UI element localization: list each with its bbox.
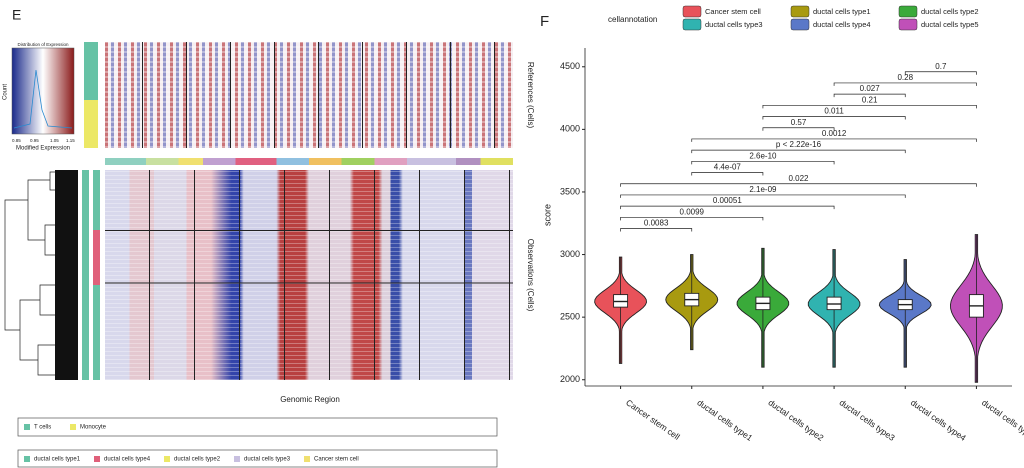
y-tick-label: 2500 (560, 312, 580, 322)
legend-box (17, 417, 498, 437)
color-key (11, 47, 75, 135)
legend-label: ductal cells type2 (921, 7, 979, 16)
p-value: 0.022 (788, 174, 809, 183)
significance-bracket (762, 127, 835, 131)
significance-bracket (691, 172, 764, 176)
p-value: 0.57 (791, 118, 807, 127)
ref-bar (84, 42, 98, 100)
legend-label: Cancer stem cell (705, 7, 761, 16)
p-value: 2.1e-09 (749, 185, 777, 194)
panel-label: E (12, 7, 21, 23)
significance-bracket (762, 104, 977, 109)
obs-bar (93, 285, 100, 380)
key-title: Distribution of Expression (17, 42, 69, 47)
key-tick: 1.05 (50, 138, 59, 143)
x-tick-label: ductal cells type5 (980, 397, 1024, 443)
significance-bracket (620, 228, 693, 232)
significance-bracket (691, 160, 835, 165)
legend-label: ductal cells type3 (705, 20, 763, 29)
legend-swatch (898, 18, 918, 31)
annotation-bar (105, 158, 513, 165)
key-histogram (13, 69, 73, 129)
x-tick-label: ductal cells type1 (695, 397, 754, 443)
significance-bracket (691, 138, 977, 142)
observations-label: Observations (Cells) (526, 239, 535, 312)
x-tick-label: ductal cells type2 (766, 397, 825, 443)
legend-label: T cells (34, 425, 51, 431)
key-ylabel: Count (3, 84, 9, 100)
dendrogram (4, 170, 78, 380)
p-value: 0.00051 (713, 196, 742, 205)
obs-bar (93, 230, 100, 285)
significance-bracket (904, 71, 977, 75)
legend-swatch (164, 456, 170, 462)
panel-label: F (540, 13, 549, 30)
y-tick-label: 4000 (560, 124, 580, 134)
legend-swatch (682, 5, 702, 18)
legend-swatch (24, 456, 30, 462)
obs-bar (93, 170, 100, 230)
p-value: 4.4e-07 (714, 163, 742, 172)
significance-bracket (620, 183, 977, 187)
legend-swatch (304, 456, 310, 462)
y-tick-label: 4500 (560, 61, 580, 71)
y-tick-label: 3500 (560, 186, 580, 196)
y-tick-label: 3000 (560, 249, 580, 259)
p-value: 0.0012 (822, 129, 847, 138)
legend-swatch (94, 456, 100, 462)
key-xlabel: Modified Expression (16, 146, 70, 152)
legend-label: ductal cells type3 (244, 457, 291, 463)
p-value: 0.7 (935, 62, 947, 71)
reference-heatmap (105, 42, 513, 148)
x-tick-label: ductal cells type3 (838, 397, 897, 443)
significance-bracket (762, 116, 906, 120)
legend-label: ductal cells type1 (813, 7, 871, 16)
legend-label: ductal cells type2 (174, 457, 221, 463)
p-value: 0.21 (862, 95, 878, 104)
p-value: 2.6e-10 (749, 151, 777, 160)
legend-label: ductal cells type5 (921, 20, 979, 29)
significance-bracket (620, 194, 906, 198)
references-label: References (Cells) (526, 62, 535, 129)
observation-heatmap (105, 170, 513, 380)
key-tick: 0.95 (30, 138, 39, 143)
p-value: 0.0083 (644, 219, 669, 228)
x-tick-label: ductal cells type4 (909, 397, 968, 443)
p-value: 0.027 (860, 84, 881, 93)
legend-label: ductal cells type1 (34, 457, 81, 463)
p-value: 0.011 (824, 107, 844, 116)
legend-label: ductal cells type4 (813, 20, 871, 29)
y-tick-label: 2000 (560, 374, 580, 384)
legend-swatch (234, 456, 240, 462)
obs-bar (82, 170, 89, 380)
p-value: p < 2.22e-16 (776, 140, 822, 149)
legend-label: Monocyte (80, 425, 107, 431)
legend-swatch (70, 424, 76, 430)
p-value: 0.0099 (680, 207, 705, 216)
significance-bracket (620, 216, 764, 221)
legend-label: ductal cells type4 (104, 457, 151, 463)
legend-swatch (682, 18, 702, 31)
significance-bracket (833, 93, 906, 98)
legend-label: Cancer stem cell (314, 457, 359, 463)
key-tick: 0.85 (12, 138, 21, 143)
legend-swatch (790, 18, 810, 31)
x-label: Genomic Region (280, 395, 340, 404)
p-value: 0.28 (897, 73, 913, 82)
legend-swatch (898, 5, 918, 18)
significance-bracket (620, 205, 835, 210)
legend-title: cellannotation (608, 15, 657, 24)
legend-box (17, 449, 498, 468)
legend-swatch (24, 424, 30, 430)
significance-bracket (691, 149, 906, 154)
ref-bar (84, 100, 98, 148)
x-tick-label: Cancer stem cell (624, 397, 682, 442)
key-tick: 1.15 (66, 138, 75, 143)
significance-bracket (833, 82, 977, 86)
legend-swatch (790, 5, 810, 18)
y-axis-label: score (542, 204, 552, 226)
